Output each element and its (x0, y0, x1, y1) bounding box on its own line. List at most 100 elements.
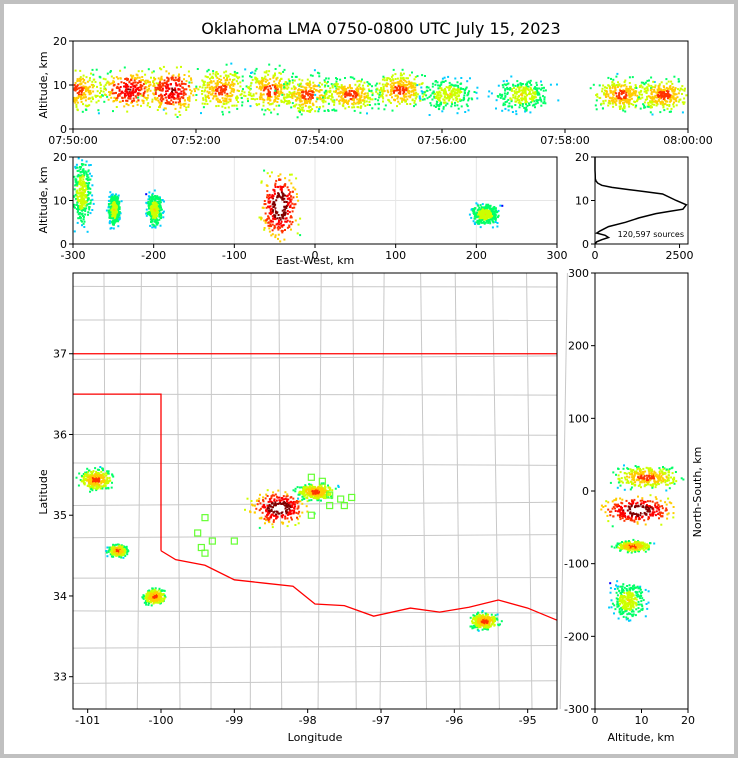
altitude-time-bin (615, 92, 618, 95)
altitude-time-bin (181, 86, 184, 89)
altitude-time-bin (280, 78, 283, 80)
altitude-time-bin (508, 88, 511, 91)
altitude-time-bin (168, 96, 171, 99)
altitude-east-west-bin (154, 210, 157, 213)
altitude-east-west-bin (109, 191, 112, 194)
altitude-east-west-bin (263, 228, 266, 231)
altitude-time-bin (320, 89, 323, 92)
altitude-time-bin (530, 101, 533, 104)
altitude-time-bin (280, 88, 283, 91)
altitude-time-bin (239, 81, 242, 84)
altitude-east-west-bin (497, 209, 500, 212)
altitude-east-west-bin (482, 209, 485, 212)
altitude-time-bin (653, 97, 656, 100)
altitude-time-bin (83, 87, 86, 90)
altitude-time-bin (362, 84, 364, 87)
altitude-time-bin (336, 88, 339, 91)
altitude-east-west-bin (119, 212, 122, 215)
altitude-time-bin (638, 91, 641, 94)
altitude-time-bin (676, 96, 679, 99)
altitude-time-bin (103, 93, 106, 96)
altitude-east-west-bin (288, 179, 291, 182)
altitude-east-west-bin (159, 201, 162, 204)
plan-view-bin (90, 481, 93, 484)
altitude-time-bin (349, 76, 352, 79)
altitude-time-bin (657, 85, 660, 88)
altitude-time-bin (141, 76, 144, 78)
altitude-time-bin (290, 106, 293, 109)
plan-view-bin (82, 478, 85, 481)
plan-view-bin (97, 479, 100, 482)
altitude-time-bin (156, 87, 159, 90)
altitude-time-bin (321, 99, 324, 102)
altitude-east-west-bin (486, 213, 489, 216)
plan-view-bin (107, 487, 110, 490)
altitude-east-west-bin (77, 173, 80, 176)
altitude-time-bin (235, 97, 238, 100)
altitude-time-bin (504, 103, 507, 106)
altitude-time-bin (499, 96, 502, 99)
altitude-time-bin (674, 87, 677, 90)
altitude-time-bin (595, 94, 598, 97)
altitude-time-bin (308, 99, 311, 102)
altitude-time-bin (663, 91, 666, 93)
altitude-time-bin (149, 89, 152, 92)
altitude-east-west-bin (84, 204, 87, 207)
altitude-time-bin (235, 80, 238, 83)
altitude-time-bin (411, 71, 413, 74)
altitude-time-bin (87, 104, 90, 107)
altitude-time-bin (180, 80, 183, 83)
altitude-time-bin (318, 106, 321, 108)
altitude-time-bin (444, 87, 447, 90)
altitude-time-bin (423, 91, 426, 94)
altitude-east-west-bin (156, 210, 159, 213)
altitude-time-bin (434, 83, 437, 86)
altitude-time-bin (298, 107, 301, 110)
altitude-east-west-bin (486, 207, 489, 210)
altitude-time-bin (161, 89, 164, 92)
altitude-east-west-bin (487, 210, 490, 213)
altitude-time-bin (224, 79, 227, 82)
altitude-time-bin (358, 98, 361, 101)
altitude-east-west-bin (81, 180, 84, 183)
altitude-time-bin (614, 102, 617, 105)
altitude-time-bin (504, 107, 507, 110)
altitude-time-bin (133, 99, 136, 102)
altitude-time-bin (427, 86, 430, 89)
altitude-east-west-bin (281, 231, 284, 234)
altitude-east-west-bin (284, 177, 287, 180)
altitude-time-bin (650, 88, 653, 91)
altitude-east-west-bin (280, 189, 283, 192)
altitude-time-bin (391, 96, 393, 99)
altitude-east-west-bin (293, 203, 296, 206)
altitude-time-bin (542, 89, 545, 92)
plan-view-bin (83, 475, 86, 478)
altitude-time-bin (189, 88, 192, 91)
altitude-time-bin (303, 86, 306, 89)
altitude-time-bin (383, 90, 386, 92)
altitude-time-bin (459, 91, 462, 93)
altitude-time-bin (129, 95, 132, 98)
altitude-time-bin (160, 89, 162, 92)
altitude-time-bin (164, 102, 167, 104)
altitude-time-bin (229, 100, 232, 103)
plan-view-bin (86, 484, 89, 487)
altitude-time-bin (607, 84, 610, 87)
altitude-time-bin (415, 95, 418, 98)
altitude-time-bin (617, 96, 620, 99)
altitude-time-bin (344, 91, 347, 94)
time-tick-label: 07:56:00 (417, 134, 466, 147)
altitude-time-bin (106, 72, 109, 75)
altitude-time-bin (607, 76, 610, 79)
altitude-time-bin (141, 84, 144, 87)
altitude-time-bin (320, 94, 323, 97)
altitude-time-bin (450, 101, 453, 104)
altitude-time-bin (175, 66, 178, 69)
altitude-time-bin (640, 84, 643, 87)
altitude-time-bin (174, 76, 177, 79)
altitude-time-bin (396, 81, 399, 84)
altitude-time-bin (113, 81, 115, 83)
altitude-time-bin (403, 96, 406, 99)
altitude-time-bin (675, 100, 678, 103)
altitude-time-bin (318, 90, 321, 93)
